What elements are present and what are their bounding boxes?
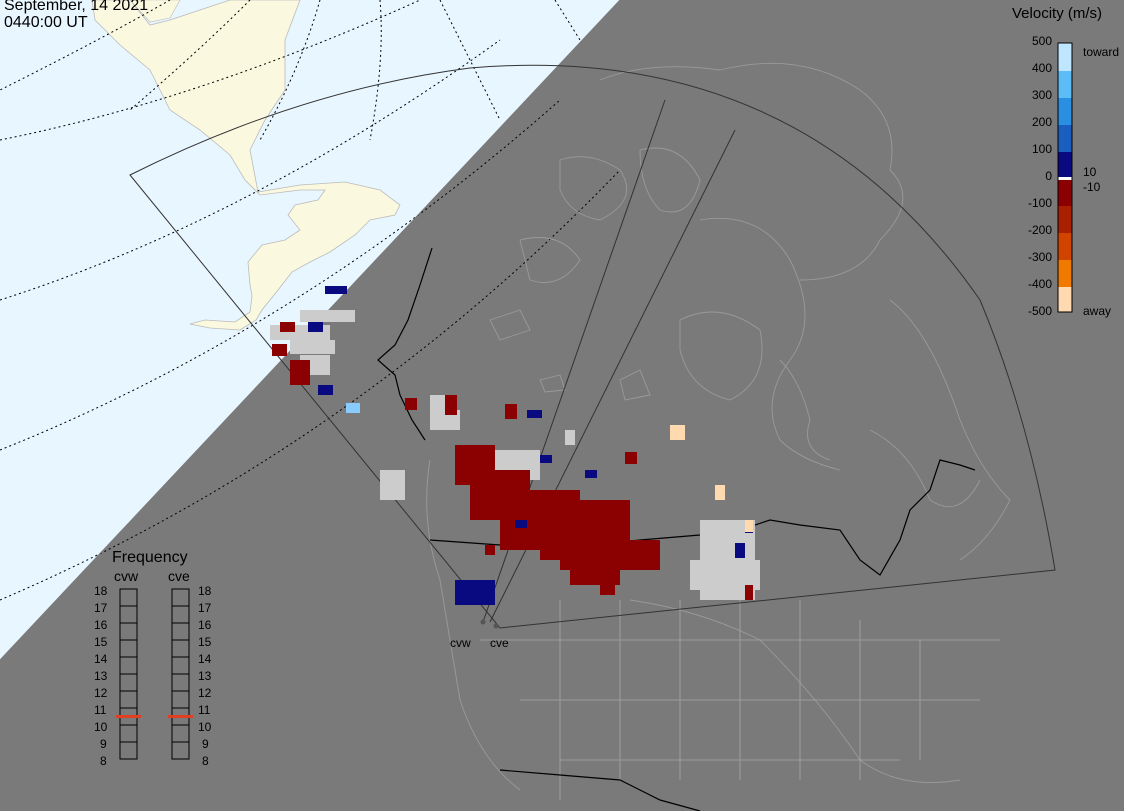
inner-pos-label: 10 — [1083, 165, 1097, 179]
frequency-marker-cvw — [116, 715, 141, 718]
frequency-tick-right: 12 — [198, 686, 212, 700]
frequency-tick-left: 18 — [94, 584, 108, 598]
frequency-bar-cve — [168, 588, 193, 760]
frequency-tick-right: 9 — [202, 737, 209, 751]
velocity-toward-light — [346, 403, 360, 413]
graticule — [0, 0, 621, 601]
time-label: 0440:00 UT — [4, 14, 88, 31]
frequency-tick-left: 9 — [100, 737, 107, 751]
velocity-tick: 400 — [1031, 61, 1052, 75]
away-label: away — [1083, 304, 1112, 318]
state-borders — [480, 600, 1000, 800]
frequency-tick-left: 11 — [94, 703, 107, 717]
toward-label: toward — [1083, 45, 1120, 59]
frequency-marker-cve — [168, 715, 193, 718]
velocity-tick: 200 — [1031, 115, 1052, 129]
frequency-tick-left: 15 — [94, 635, 108, 649]
frequency-tick-left: 17 — [94, 601, 108, 615]
velocity-tick: -200 — [1027, 223, 1052, 237]
site-label-cvw: cvw — [450, 636, 471, 650]
frequency-bar-cvw — [116, 588, 141, 760]
frequency-title: Frequency — [112, 549, 188, 566]
frequency-tick-right: 16 — [198, 618, 212, 632]
national-borders — [377, 247, 976, 811]
coastlines — [426, 62, 1011, 791]
frequency-tick-left: 16 — [94, 618, 108, 632]
frequency-tick-left: 12 — [94, 686, 108, 700]
frequency-tick-right: 11 — [198, 703, 211, 717]
velocity-toward — [308, 286, 753, 605]
frequency-tick-left: 8 — [100, 754, 107, 768]
frequency-radar-label-cvw: cvw — [114, 568, 139, 584]
ground-scatter — [270, 310, 760, 600]
velocity-away — [272, 322, 753, 600]
frequency-radar-label-cve: cve — [168, 568, 190, 584]
velocity-tick: -100 — [1027, 196, 1052, 210]
velocity-tick: 0 — [1045, 169, 1052, 183]
velocity-tick: 500 — [1031, 34, 1052, 48]
frequency-tick-right: 17 — [198, 601, 212, 615]
frequency-tick-right: 14 — [198, 652, 212, 666]
frequency-tick-left: 13 — [94, 669, 108, 683]
site-marker-cve — [493, 623, 499, 629]
alaska-land — [91, 0, 401, 331]
site-label-cve: cve — [490, 636, 509, 650]
velocity-tick: 300 — [1031, 88, 1052, 102]
frequency-tick-right: 10 — [198, 720, 212, 734]
velocity-tick: -300 — [1027, 250, 1052, 264]
frequency-tick-right: 15 — [198, 635, 212, 649]
velocity-colorbar — [1057, 42, 1073, 313]
inner-neg-label: -10 — [1083, 180, 1101, 194]
velocity-scale-title: Velocity (m/s) — [1012, 5, 1103, 22]
frequency-tick-left: 10 — [94, 720, 108, 734]
site-marker-cvw — [480, 619, 486, 625]
velocity-away-light — [670, 425, 753, 532]
velocity-tick: -400 — [1027, 277, 1052, 291]
frequency-tick-right: 18 — [198, 584, 212, 598]
frequency-tick-right: 8 — [202, 754, 209, 768]
frequency-tick-right: 13 — [198, 669, 212, 683]
velocity-tick: 100 — [1031, 142, 1052, 156]
velocity-tick: -500 — [1027, 304, 1052, 318]
date-label: September, 14 2021 — [4, 0, 149, 14]
frequency-tick-left: 14 — [94, 652, 108, 666]
